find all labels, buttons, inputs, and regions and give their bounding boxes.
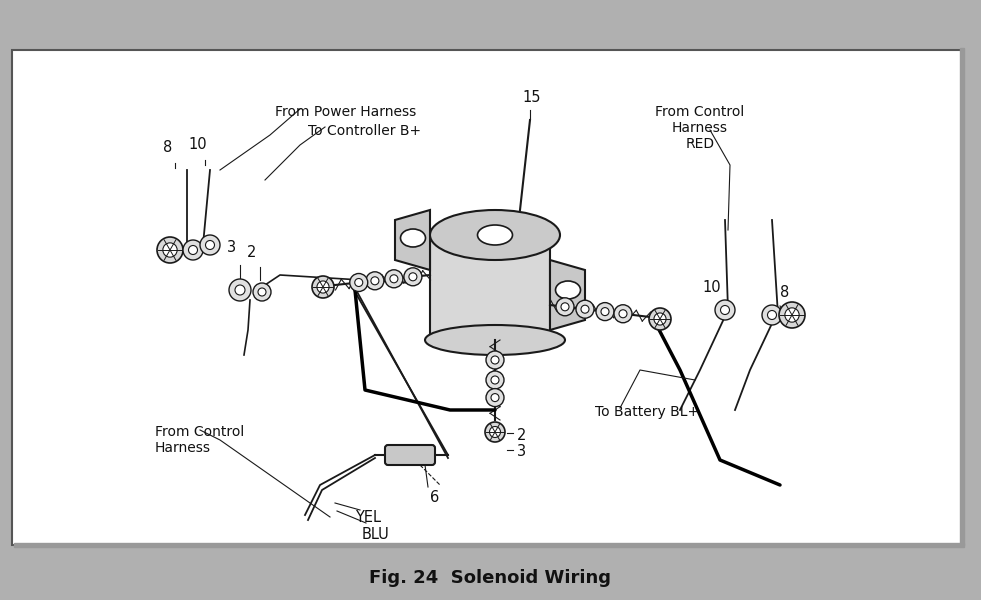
FancyBboxPatch shape [385, 445, 435, 465]
Text: 8: 8 [780, 285, 790, 300]
Circle shape [649, 308, 671, 330]
Circle shape [491, 376, 499, 384]
Circle shape [366, 272, 384, 290]
Circle shape [491, 394, 499, 401]
Circle shape [350, 274, 368, 292]
Text: 2: 2 [517, 427, 527, 443]
Circle shape [235, 285, 245, 295]
Text: 3: 3 [517, 445, 526, 460]
Circle shape [779, 302, 805, 328]
Ellipse shape [478, 225, 512, 245]
Circle shape [619, 310, 627, 318]
Circle shape [556, 298, 574, 316]
Circle shape [404, 268, 422, 286]
Circle shape [229, 279, 251, 301]
Circle shape [312, 276, 334, 298]
Ellipse shape [430, 210, 560, 260]
Text: To Battery BL+: To Battery BL+ [595, 405, 699, 419]
Circle shape [486, 351, 504, 369]
Bar [430, 240, 550, 340]
Circle shape [258, 288, 266, 296]
Circle shape [762, 305, 782, 325]
Circle shape [385, 270, 403, 288]
Bar [960, 48, 964, 545]
Circle shape [253, 283, 271, 301]
FancyBboxPatch shape [12, 50, 962, 545]
Text: 2: 2 [247, 245, 257, 260]
Circle shape [490, 427, 500, 437]
Polygon shape [550, 260, 585, 330]
Circle shape [601, 308, 609, 316]
Circle shape [371, 277, 379, 285]
Circle shape [205, 241, 215, 250]
Text: 3: 3 [228, 240, 236, 255]
Circle shape [355, 278, 363, 286]
Text: 10: 10 [188, 137, 207, 152]
Circle shape [491, 356, 499, 364]
Text: From Control
Harness: From Control Harness [155, 425, 244, 455]
Bar [14, 543, 964, 547]
Circle shape [317, 281, 329, 293]
Circle shape [715, 300, 735, 320]
Circle shape [485, 422, 505, 442]
Circle shape [183, 240, 203, 260]
Text: Fig. 24  Solenoid Wiring: Fig. 24 Solenoid Wiring [369, 569, 611, 587]
Polygon shape [395, 210, 430, 270]
Ellipse shape [400, 229, 426, 247]
Circle shape [720, 305, 730, 314]
Text: YEL: YEL [355, 510, 381, 525]
Circle shape [614, 305, 632, 323]
Text: To Controller B+: To Controller B+ [308, 124, 421, 138]
Circle shape [409, 273, 417, 281]
Circle shape [389, 275, 398, 283]
Text: BLU: BLU [362, 527, 389, 542]
Text: 8: 8 [164, 140, 173, 155]
Circle shape [486, 371, 504, 389]
Circle shape [654, 313, 666, 325]
Text: From Control
Harness
RED: From Control Harness RED [655, 105, 745, 151]
Circle shape [157, 237, 183, 263]
Text: 6: 6 [431, 490, 439, 505]
Circle shape [581, 305, 589, 313]
Text: 15: 15 [523, 90, 542, 105]
Circle shape [486, 389, 504, 407]
Circle shape [596, 302, 614, 320]
Circle shape [576, 300, 594, 318]
Circle shape [200, 235, 220, 255]
Circle shape [188, 245, 197, 254]
Circle shape [785, 308, 800, 322]
Ellipse shape [425, 325, 565, 355]
Text: 10: 10 [702, 280, 721, 295]
Text: From Power Harness: From Power Harness [275, 105, 416, 119]
Circle shape [767, 311, 777, 319]
Ellipse shape [555, 281, 581, 299]
Circle shape [561, 303, 569, 311]
Circle shape [163, 243, 178, 257]
